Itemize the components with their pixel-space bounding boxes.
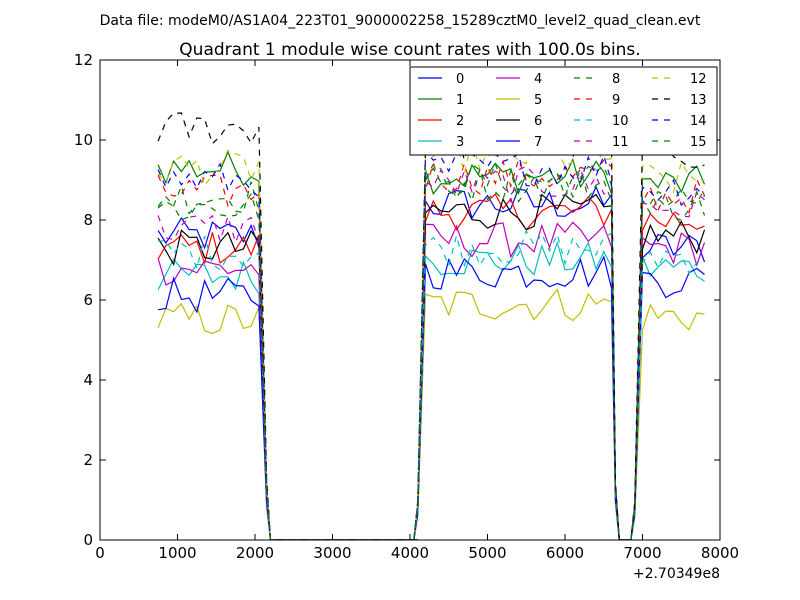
legend-label-6: 6 xyxy=(534,114,542,129)
series-line-6 xyxy=(157,193,706,540)
x-tick-label: 7000 xyxy=(623,544,661,562)
legend-label-14: 14 xyxy=(690,114,707,129)
chart-title: Quadrant 1 module wise count rates with … xyxy=(179,40,640,60)
legend-label-0: 0 xyxy=(456,72,464,87)
series-line-13 xyxy=(157,112,705,540)
series-line-11 xyxy=(157,165,705,540)
y-tick-label: 4 xyxy=(83,371,93,389)
legend-label-11: 11 xyxy=(612,135,629,150)
legend-label-13: 13 xyxy=(690,93,707,108)
suptitle: Data file: modeM0/AS1A04_223T01_90000022… xyxy=(100,13,701,29)
plot-area: 0 1000 2000 3000 4000 5000 6000 7000 80000246810… xyxy=(74,51,739,562)
y-tick-label: 0 xyxy=(83,531,93,549)
series-line-4 xyxy=(157,221,706,540)
y-tick-label: 8 xyxy=(83,211,93,229)
series-line-2 xyxy=(157,193,705,540)
x-tick-label: 0 xyxy=(95,544,105,562)
legend-label-5: 5 xyxy=(534,93,542,108)
x-tick-label: 1000 xyxy=(158,544,196,562)
y-tick-label: 6 xyxy=(83,291,93,309)
x-tick-label: 6000 xyxy=(546,544,584,562)
series-line-8 xyxy=(157,161,706,540)
legend-label-12: 12 xyxy=(690,72,707,87)
y-tick-label: 12 xyxy=(74,51,93,69)
legend-label-7: 7 xyxy=(534,135,542,150)
series-line-5 xyxy=(157,288,705,540)
x-tick-label: 8000 xyxy=(701,544,739,562)
x-tick-label: 5000 xyxy=(468,544,506,562)
x-tick-label: 3000 xyxy=(313,544,351,562)
legend-box xyxy=(409,66,718,156)
series-line-7 xyxy=(158,255,705,540)
legend-label-2: 2 xyxy=(456,114,464,129)
series-line-10 xyxy=(158,229,705,540)
y-tick-label: 10 xyxy=(74,131,93,149)
legend-label-10: 10 xyxy=(612,114,629,129)
x-tick-label: 2000 xyxy=(236,544,274,562)
legend-label-9: 9 xyxy=(612,93,620,108)
series-line-3 xyxy=(157,240,705,540)
x-tick-label: 4000 xyxy=(391,544,429,562)
legend-label-8: 8 xyxy=(612,72,620,87)
series-lines xyxy=(157,112,706,540)
series-line-12 xyxy=(157,137,705,540)
y-tick-label: 2 xyxy=(83,451,93,469)
legend-label-15: 15 xyxy=(690,135,707,150)
legend-label-1: 1 xyxy=(456,93,464,108)
legend-label-3: 3 xyxy=(456,135,464,150)
series-line-9 xyxy=(157,157,706,540)
x-offset-label: +2.70349e8 xyxy=(633,566,720,582)
legend-label-4: 4 xyxy=(534,72,542,87)
